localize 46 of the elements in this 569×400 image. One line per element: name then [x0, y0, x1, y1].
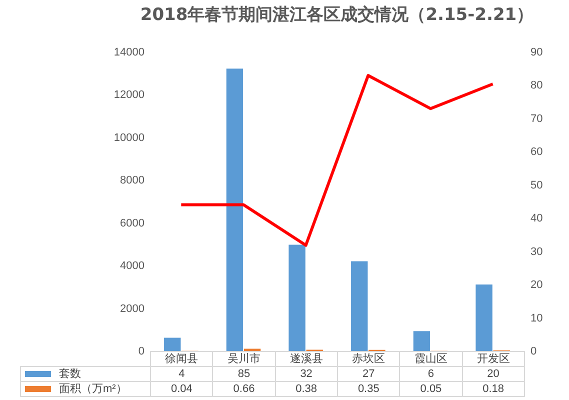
bar [164, 338, 181, 351]
y2-tick-label: 40 [530, 212, 543, 225]
data-label: 0.35 [337, 382, 400, 396]
data-label: 0.38 [275, 382, 338, 396]
bar [226, 68, 244, 351]
y2-tick-label: 30 [530, 246, 543, 258]
legend-label: 面积（万m²） [20, 382, 150, 396]
y2-tick-label: 10 [530, 312, 543, 324]
y2-tick-label: 70 [530, 112, 543, 125]
y-tick-label: 0 [138, 346, 144, 358]
y2-tick-label: 80 [530, 80, 543, 92]
y-tick-label: 6000 [120, 217, 144, 230]
data-label: 27 [337, 366, 400, 382]
x-tick-label: 徐闻县 [150, 352, 213, 366]
data-label: 0.04 [150, 382, 213, 396]
data-label: 0.05 [400, 382, 462, 396]
y2-tick-label: 50 [530, 179, 543, 192]
bar [351, 261, 368, 351]
y2-tick-label: 0 [530, 346, 537, 358]
y-tick-label: 12000 [114, 89, 144, 102]
y2-tick-label: 20 [530, 279, 543, 292]
x-tick-label: 赤坎区 [337, 352, 400, 366]
data-label: 0.66 [212, 382, 276, 396]
y-tick-label: 14000 [114, 46, 144, 58]
bar [288, 244, 306, 351]
y-tick-label: 8000 [120, 174, 144, 187]
x-tick-label: 吴川市 [212, 352, 276, 366]
chart-title: 2018年春节期间湛江各区成交情况（2.15-2.21） [140, 5, 534, 25]
data-label: 32 [275, 366, 338, 382]
bar [476, 284, 492, 351]
data-label: 0.18 [462, 382, 524, 396]
y-tick-label: 4000 [120, 260, 144, 272]
data-label: 6 [400, 366, 462, 382]
line-series [180, 74, 494, 247]
y2-tick-label: 90 [530, 46, 543, 58]
data-label: 85 [212, 366, 276, 382]
x-tick-label: 霞山区 [400, 352, 462, 366]
x-tick-label: 开发区 [462, 352, 524, 366]
y-tick-label: 10000 [114, 132, 144, 144]
data-label: 4 [150, 366, 213, 382]
bar [413, 331, 430, 351]
y2-tick-label: 60 [530, 146, 543, 158]
x-tick-label: 遂溪县 [275, 352, 338, 366]
legend-label: 套数 [20, 366, 150, 382]
y-tick-label: 2000 [120, 302, 144, 315]
data-label: 20 [462, 366, 524, 382]
